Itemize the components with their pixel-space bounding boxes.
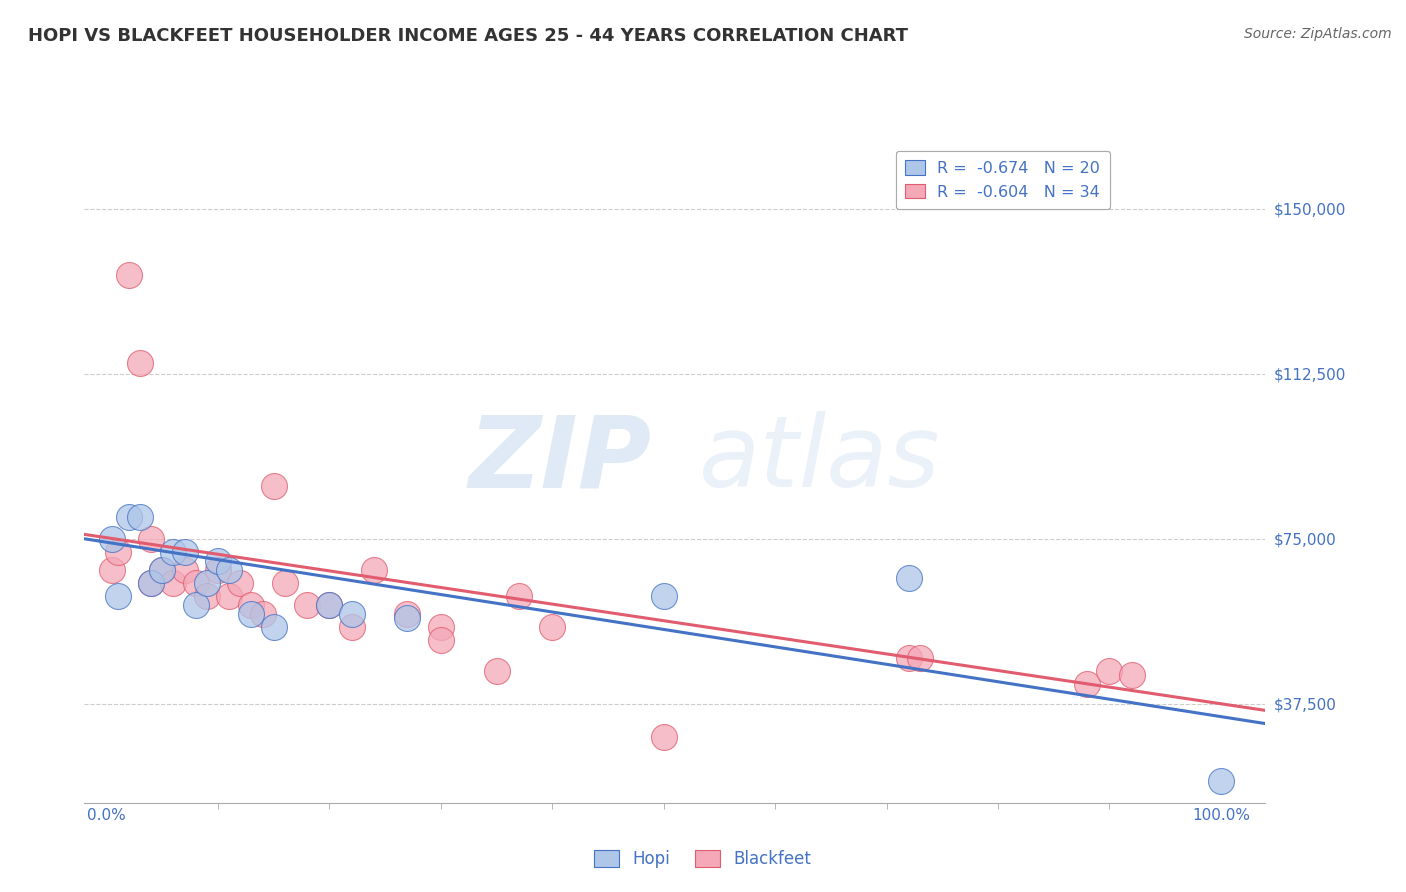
Point: [541, 620, 564, 634]
Point: [218, 563, 240, 577]
Point: [184, 575, 207, 590]
Point: [195, 575, 218, 590]
Point: [118, 268, 141, 282]
Point: [207, 554, 229, 568]
Point: [340, 607, 363, 621]
Point: [897, 650, 920, 665]
Point: [897, 571, 920, 585]
Text: atlas: atlas: [699, 411, 941, 508]
Legend: R =  -0.674   N = 20, R =  -0.604   N = 34: R = -0.674 N = 20, R = -0.604 N = 34: [896, 151, 1109, 209]
Point: [141, 575, 163, 590]
Point: [162, 575, 184, 590]
Text: HOPI VS BLACKFEET HOUSEHOLDER INCOME AGES 25 - 44 YEARS CORRELATION CHART: HOPI VS BLACKFEET HOUSEHOLDER INCOME AGE…: [28, 27, 908, 45]
Point: [340, 620, 363, 634]
Point: [1098, 664, 1121, 678]
Point: [173, 545, 195, 559]
Point: [240, 598, 263, 612]
Point: [908, 650, 931, 665]
Point: [396, 611, 419, 625]
Point: [652, 589, 675, 603]
Point: [150, 563, 173, 577]
Text: ZIP: ZIP: [468, 411, 651, 508]
Point: [1121, 668, 1143, 682]
Point: [508, 589, 530, 603]
Point: [318, 598, 340, 612]
Point: [229, 575, 252, 590]
Point: [141, 575, 163, 590]
Point: [240, 607, 263, 621]
Legend: Hopi, Blackfeet: Hopi, Blackfeet: [588, 843, 818, 875]
Point: [107, 589, 129, 603]
Point: [1076, 677, 1098, 691]
Point: [295, 598, 318, 612]
Point: [184, 598, 207, 612]
Text: Source: ZipAtlas.com: Source: ZipAtlas.com: [1244, 27, 1392, 41]
Point: [252, 607, 274, 621]
Point: [485, 664, 508, 678]
Point: [652, 730, 675, 744]
Point: [274, 575, 297, 590]
Point: [396, 607, 419, 621]
Point: [207, 563, 229, 577]
Point: [101, 532, 124, 546]
Point: [107, 545, 129, 559]
Point: [173, 563, 195, 577]
Point: [1209, 773, 1232, 788]
Point: [195, 589, 218, 603]
Point: [150, 563, 173, 577]
Point: [430, 632, 453, 647]
Point: [430, 620, 453, 634]
Point: [118, 509, 141, 524]
Point: [162, 545, 184, 559]
Point: [318, 598, 340, 612]
Point: [129, 509, 152, 524]
Point: [101, 563, 124, 577]
Point: [263, 479, 285, 493]
Point: [218, 589, 240, 603]
Point: [129, 356, 152, 370]
Point: [263, 620, 285, 634]
Point: [363, 563, 385, 577]
Point: [141, 532, 163, 546]
